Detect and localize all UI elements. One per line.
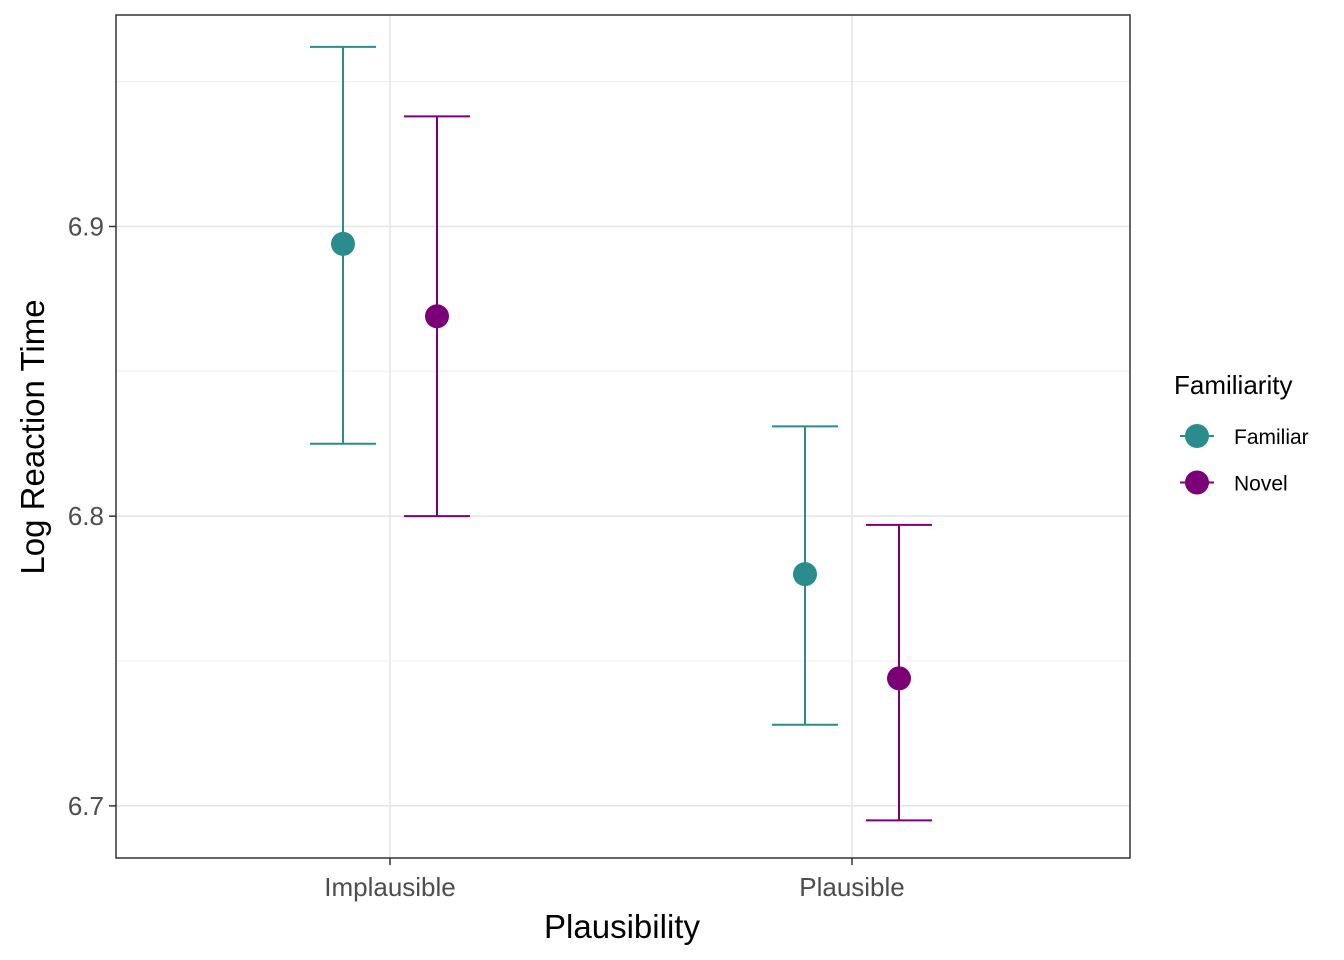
grid-lines	[116, 15, 1130, 858]
legend-key-point	[1185, 470, 1209, 495]
legend-key-point	[1185, 424, 1209, 448]
x-tick-label: Plausible	[799, 872, 905, 902]
y-tick-label: 6.8	[68, 501, 104, 531]
data-point	[793, 562, 817, 587]
legend-title: Familiarity	[1174, 370, 1292, 400]
y-tick-label: 6.7	[68, 791, 104, 821]
x-axis-title: Plausibility	[544, 908, 700, 945]
legend-label: Novel	[1234, 473, 1288, 496]
axes: 6.7 6.8 6.9 Implausible Plausible	[68, 211, 905, 902]
x-tick-label: Implausible	[324, 872, 456, 902]
data-point	[425, 304, 449, 329]
y-axis-title: Log Reaction Time	[14, 299, 51, 574]
legend-label: Familiar	[1234, 426, 1309, 449]
panel-background	[116, 15, 1130, 858]
data-point	[887, 666, 911, 691]
data-layer	[310, 45, 932, 822]
panel-border	[115, 14, 1131, 859]
data-point	[331, 231, 355, 256]
legend: Familiarity Familiar Novel	[1174, 370, 1309, 496]
y-tick-label: 6.9	[68, 211, 104, 241]
